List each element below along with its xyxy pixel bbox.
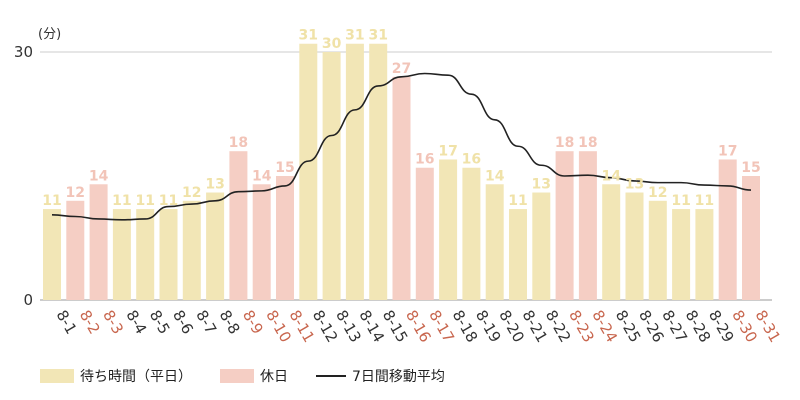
- bar: [276, 176, 294, 300]
- data-label: 11: [695, 193, 714, 209]
- bar: [718, 159, 737, 300]
- data-label: 16: [462, 152, 481, 168]
- bar: [625, 192, 644, 300]
- data-label: 16: [415, 152, 434, 168]
- data-label: 13: [532, 177, 551, 193]
- data-label: 17: [718, 143, 737, 159]
- bar: [695, 209, 714, 300]
- data-label: 14: [601, 168, 621, 184]
- data-label: 30: [322, 36, 342, 52]
- bar: [648, 200, 667, 300]
- bar: [509, 209, 527, 300]
- legend-item-weekday: 待ち時間（平日）: [40, 366, 192, 386]
- data-label: 31: [368, 28, 387, 44]
- data-label: 11: [671, 193, 690, 209]
- bar: [415, 167, 434, 300]
- bar: [182, 200, 201, 300]
- bar: [89, 184, 108, 300]
- legend-label-moving-average: 7日間移動平均: [352, 369, 445, 385]
- bar: [369, 43, 388, 300]
- bar: [322, 52, 341, 300]
- data-label: 18: [555, 135, 574, 151]
- data-label: 31: [299, 28, 318, 44]
- bar: [206, 192, 225, 300]
- x-tick-label: 8-7: [192, 307, 220, 337]
- data-label: 15: [275, 160, 294, 176]
- bar: [392, 76, 411, 300]
- legend-label-weekday: 待ち時間（平日）: [80, 369, 192, 385]
- legend-swatch-weekday: [40, 369, 74, 383]
- bar: [43, 209, 61, 300]
- legend: 待ち時間（平日） 休日 7日間移動平均: [40, 366, 445, 386]
- data-label: 14: [252, 168, 272, 184]
- y-unit-label: (分): [38, 27, 61, 42]
- data-label: 11: [135, 193, 154, 209]
- data-label: 18: [578, 135, 597, 151]
- bar: [439, 159, 458, 300]
- bar: [578, 151, 597, 300]
- data-label: 17: [438, 143, 457, 159]
- legend-label-holiday: 休日: [260, 369, 288, 385]
- data-label: 11: [508, 193, 527, 209]
- bar: [112, 209, 131, 300]
- bar: [299, 43, 318, 300]
- data-label: 14: [89, 168, 109, 184]
- bar: [532, 192, 551, 300]
- x-tick-label: 8-6: [169, 307, 197, 337]
- bar: [462, 167, 481, 300]
- data-label: 18: [229, 135, 248, 151]
- data-label: 13: [625, 177, 644, 193]
- bar: [672, 209, 691, 300]
- data-label: 27: [392, 61, 411, 77]
- data-label: 12: [182, 185, 201, 201]
- legend-swatch-moving-average: [316, 375, 346, 377]
- data-label: 12: [648, 185, 667, 201]
- x-tick-label: 8-2: [76, 307, 104, 337]
- bar: [66, 200, 85, 300]
- moving-average-line: [51, 72, 752, 221]
- bar: [602, 184, 621, 300]
- data-label: 11: [112, 193, 131, 209]
- bar: [136, 209, 155, 300]
- x-tick-label: 8-9: [239, 307, 267, 337]
- legend-item-holiday: 休日: [220, 366, 288, 386]
- bar: [229, 151, 248, 300]
- data-label: 12: [66, 185, 85, 201]
- x-tick-label: 8-5: [146, 307, 174, 337]
- bar: [555, 151, 574, 300]
- bar: [742, 176, 760, 300]
- data-label: 14: [485, 168, 505, 184]
- data-label: 11: [159, 193, 178, 209]
- legend-item-moving-average: 7日間移動平均: [316, 366, 445, 386]
- bar: [252, 184, 271, 300]
- bar: [159, 209, 178, 300]
- x-tick-label: 8-1: [53, 307, 81, 337]
- x-tick-label: 8-4: [122, 307, 150, 337]
- bar: [345, 43, 364, 300]
- x-tick-label: 8-8: [216, 307, 244, 337]
- x-tick-label: 8-31: [752, 307, 785, 345]
- data-label: 31: [345, 28, 364, 44]
- y-tick-label: 30: [14, 43, 33, 61]
- data-label: 15: [741, 160, 760, 176]
- data-label: 13: [205, 177, 224, 193]
- x-tick-label: 8-3: [99, 307, 127, 337]
- data-label: 11: [42, 193, 61, 209]
- y-tick-label: 0: [23, 291, 33, 309]
- bar: [485, 184, 504, 300]
- legend-swatch-holiday: [220, 369, 254, 383]
